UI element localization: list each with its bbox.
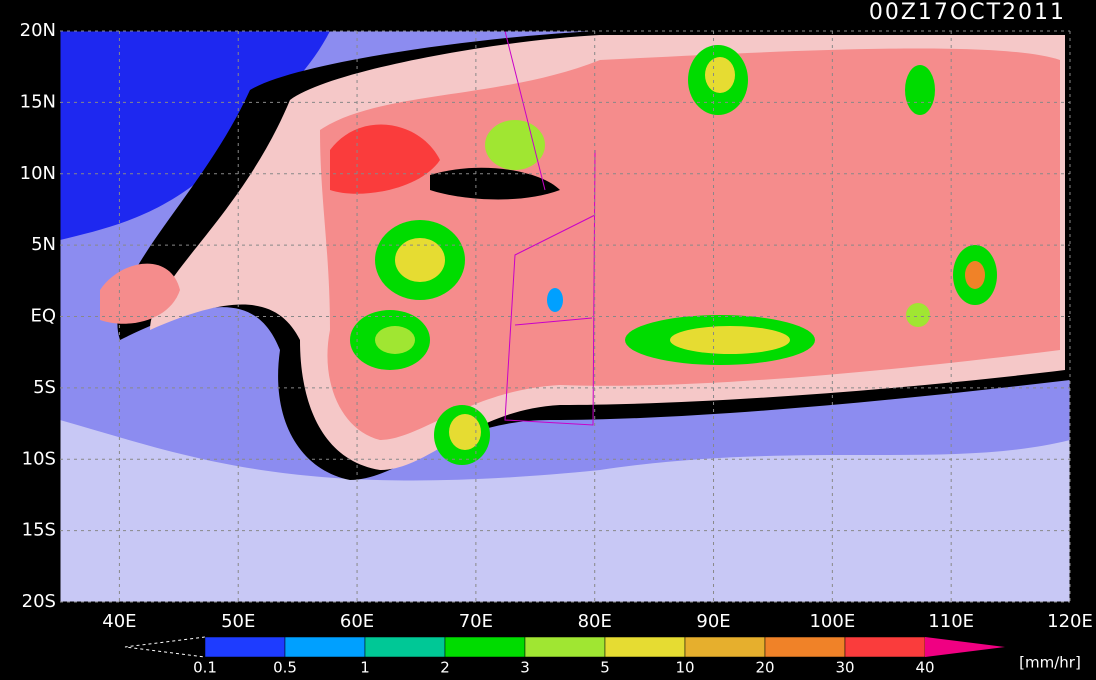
rain-cells [350,45,997,465]
colorbar-label: 3 [520,659,530,677]
lat-tick-label: 15S [22,520,56,541]
colorbar-swatch [444,636,526,658]
lat-tick-label: 5S [33,377,56,398]
colorbar-swatch [604,636,686,658]
colorbar-under-triangle [124,636,206,658]
colorbar-label: 0.5 [273,659,297,677]
colorbar-over-triangle [925,637,1005,657]
lat-tick-label: 15N [20,91,56,112]
lon-tick-label: 110E [928,611,974,632]
lon-tick-label: 70E [459,611,493,632]
colorbar-swatch [524,636,606,658]
lon-tick-label: 90E [696,611,730,632]
colorbar-label: 20 [755,659,774,677]
colorbar-swatch [764,636,846,658]
colorbar-label: 0.1 [193,659,217,677]
colorbar-swatch [284,636,366,658]
lat-tick-label: EQ [30,306,56,327]
colorbar-label: 10 [675,659,694,677]
lat-tick-label: 10N [20,163,56,184]
lon-tick-label: 40E [102,611,136,632]
colorbar-label: 2 [440,659,450,677]
colorbar-label: 1 [360,659,370,677]
colorbar-label: 40 [915,659,934,677]
lat-tick-label: 20N [20,20,56,41]
lon-tick-label: 60E [340,611,374,632]
colorbar-label: 5 [600,659,610,677]
lat-tick-label: 5N [31,234,56,255]
colorbar-swatch [684,636,766,658]
lon-tick-label: 50E [221,611,255,632]
colorbar-swatch [364,636,446,658]
precip-field [60,31,1070,602]
lat-tick-label: 20S [22,591,56,612]
lon-tick-label: 100E [809,611,855,632]
map-title: 00Z17OCT2011 [869,0,1066,25]
lon-tick-label: 120E [1047,611,1093,632]
colorbar-swatch [844,636,926,658]
lon-tick-label: 80E [578,611,612,632]
lat-tick-label: 10S [22,448,56,469]
colorbar-units: [mm/hr] [1019,654,1081,672]
colorbar-swatch [204,636,286,658]
colorbar-label: 30 [835,659,854,677]
